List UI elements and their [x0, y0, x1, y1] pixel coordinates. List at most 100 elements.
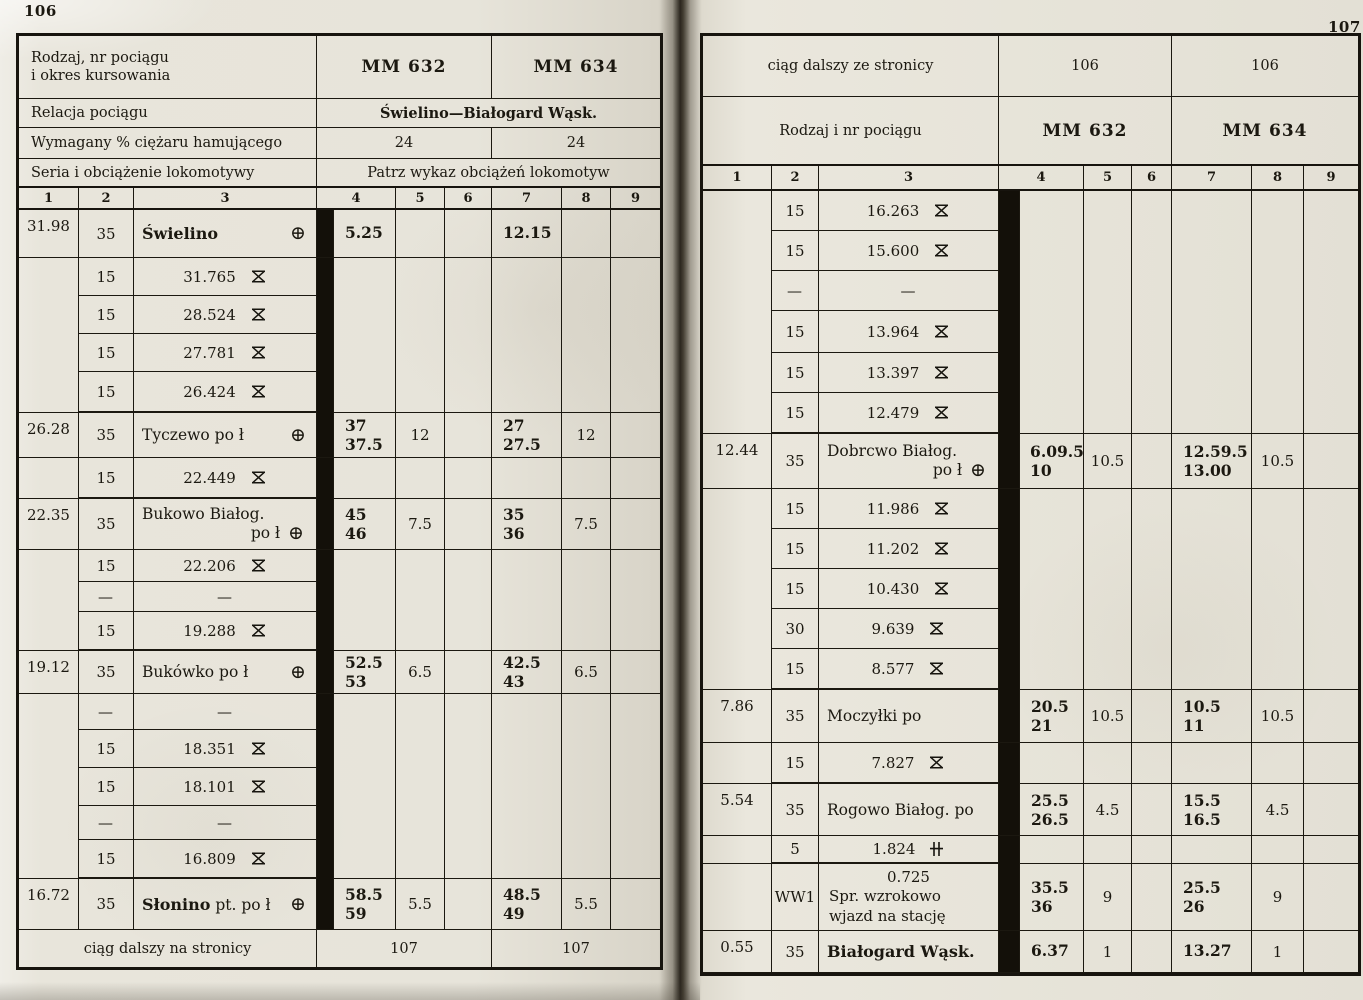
name-cell: Tyczewo po ł ⊕ — [133, 412, 316, 458]
dwell-cell-2: 10.5 — [1251, 433, 1303, 489]
empty-cell — [610, 612, 660, 650]
name-cell: 7.827 — [818, 743, 998, 783]
km-cell — [703, 393, 771, 433]
rows-right: 15 16.263 15 15.600— —15 13.964 15 13.397 15 12.4… — [703, 191, 1358, 973]
separator-bar — [998, 609, 1019, 649]
timetable-right-page: ciąg dalszy ze stronicy 106 106 Rodzaj i… — [700, 33, 1361, 976]
km-point: 19.288 — [183, 621, 236, 640]
speed-cell: 15 — [771, 569, 818, 609]
name-cell: 12.479 — [818, 393, 998, 433]
time-cell-2 — [491, 768, 561, 806]
header-row-continued: ciąg dalszy ze stronicy 106 106 — [703, 36, 1358, 97]
time-cell-1 — [333, 768, 395, 806]
dwell-cell-1 — [1083, 529, 1131, 569]
empty-cell — [610, 498, 660, 550]
time-cell-1 — [1019, 569, 1083, 609]
empty-cell — [610, 412, 660, 458]
dwell-cell-2 — [561, 768, 610, 806]
dwell-cell-1: 6.5 — [395, 650, 444, 694]
dwell-cell-1 — [1083, 743, 1131, 783]
level-crossing-icon — [251, 308, 265, 321]
name-cell: Białogard Wąsk. — [818, 931, 998, 973]
name-cell: 26.424 — [133, 372, 316, 412]
speed-cell: 35 — [78, 650, 133, 694]
name-cell: 11.986 — [818, 489, 998, 529]
right-page-paper — [678, 0, 1363, 1000]
name-cell: 13.397 — [818, 353, 998, 393]
speed-cell: 15 — [78, 840, 133, 878]
km-cell — [19, 258, 78, 296]
empty-cell — [444, 612, 491, 650]
separator-bar — [998, 311, 1019, 353]
name-cell: 0.725 Spr. wzrokowo wjazd na stację — [818, 863, 998, 931]
name-cell: 16.809 — [133, 840, 316, 878]
time-cell-1 — [1019, 743, 1083, 783]
empty-cell — [1131, 783, 1171, 836]
dwell-cell-2: 6.5 — [561, 650, 610, 694]
viaduct-icon — [930, 842, 944, 856]
speed-cell: 15 — [771, 353, 818, 393]
table-row: 15 10.430 — [703, 569, 1358, 609]
name-cell: Słonino pt. po ł ⊕ — [133, 878, 316, 930]
table-row: 15 18.351 — [19, 730, 660, 768]
station-name: Rogowo Białog. po — [827, 800, 974, 819]
empty-cell — [1131, 931, 1171, 973]
table-row: 30 9.639 — [703, 609, 1358, 649]
continued-from-label: ciąg dalszy ze stronicy — [767, 58, 934, 74]
name-cell: — — [133, 806, 316, 840]
separator-bar — [316, 878, 333, 930]
table-row: 15 8.577 — [703, 649, 1358, 689]
dwell-cell-1: 7.5 — [395, 498, 444, 550]
dwell-cell-2 — [561, 730, 610, 768]
empty-cell — [1131, 231, 1171, 271]
empty-cell — [1131, 863, 1171, 931]
name-cell: 22.449 — [133, 458, 316, 498]
level-crossing-icon — [935, 502, 949, 515]
footer-row: ciąg dalszy na stronicy 107 107 — [19, 930, 660, 967]
time-cell-1 — [333, 258, 395, 296]
column-number: 3 — [133, 188, 316, 208]
empty-cell — [444, 258, 491, 296]
level-crossing-icon — [251, 742, 265, 755]
empty-cell — [1303, 311, 1358, 353]
km-cell — [703, 569, 771, 609]
table-row: 15 19.288 — [19, 612, 660, 650]
separator-bar — [316, 806, 333, 840]
dwell-cell-1 — [395, 768, 444, 806]
station-name: Świelino — [142, 224, 219, 243]
dwell-cell-1: 5.5 — [395, 878, 444, 930]
dwell-cell-1 — [395, 372, 444, 412]
separator-bar — [998, 191, 1019, 231]
km-point: 18.101 — [183, 777, 236, 796]
dwell-cell-1 — [395, 840, 444, 878]
time-cell-2 — [491, 258, 561, 296]
table-row: 15 13.397 — [703, 353, 1358, 393]
time-cell-1: 35.5 36 — [1019, 863, 1083, 931]
train-number-2: MM 634 — [1171, 97, 1358, 164]
name-cell: 8.577 — [818, 649, 998, 689]
name-cell: — — [818, 271, 998, 311]
station-name: Tyczewo po ł — [142, 426, 244, 444]
empty-cell — [610, 550, 660, 582]
dwell-cell-1: 12 — [395, 412, 444, 458]
time-cell-2: 12.59.5 13.00 — [1171, 433, 1251, 489]
dwell-cell-2 — [561, 806, 610, 840]
empty-cell — [444, 730, 491, 768]
dwell-cell-1 — [1083, 489, 1131, 529]
dwell-cell-1 — [1083, 311, 1131, 353]
km-point: 28.524 — [183, 305, 236, 324]
km-point: 9.639 — [871, 619, 915, 638]
km-cell — [19, 458, 78, 498]
dwell-cell-1 — [1083, 353, 1131, 393]
header-row-loco: Seria i obciążenie lokomotywy Patrz wyka… — [19, 159, 660, 188]
level-crossing-icon — [251, 471, 265, 484]
speed-cell: 15 — [771, 393, 818, 433]
empty-cell — [1131, 529, 1171, 569]
name-cell: 15.600 — [818, 231, 998, 271]
table-row: 15 11.202 — [703, 529, 1358, 569]
km-point: 7.827 — [871, 753, 915, 772]
dwell-cell-1: 1 — [1083, 931, 1131, 973]
time-cell-1: 6.09.5 10 — [1019, 433, 1084, 489]
station-name: Moczyłki po — [827, 707, 922, 725]
speed-cell: 15 — [771, 489, 818, 529]
